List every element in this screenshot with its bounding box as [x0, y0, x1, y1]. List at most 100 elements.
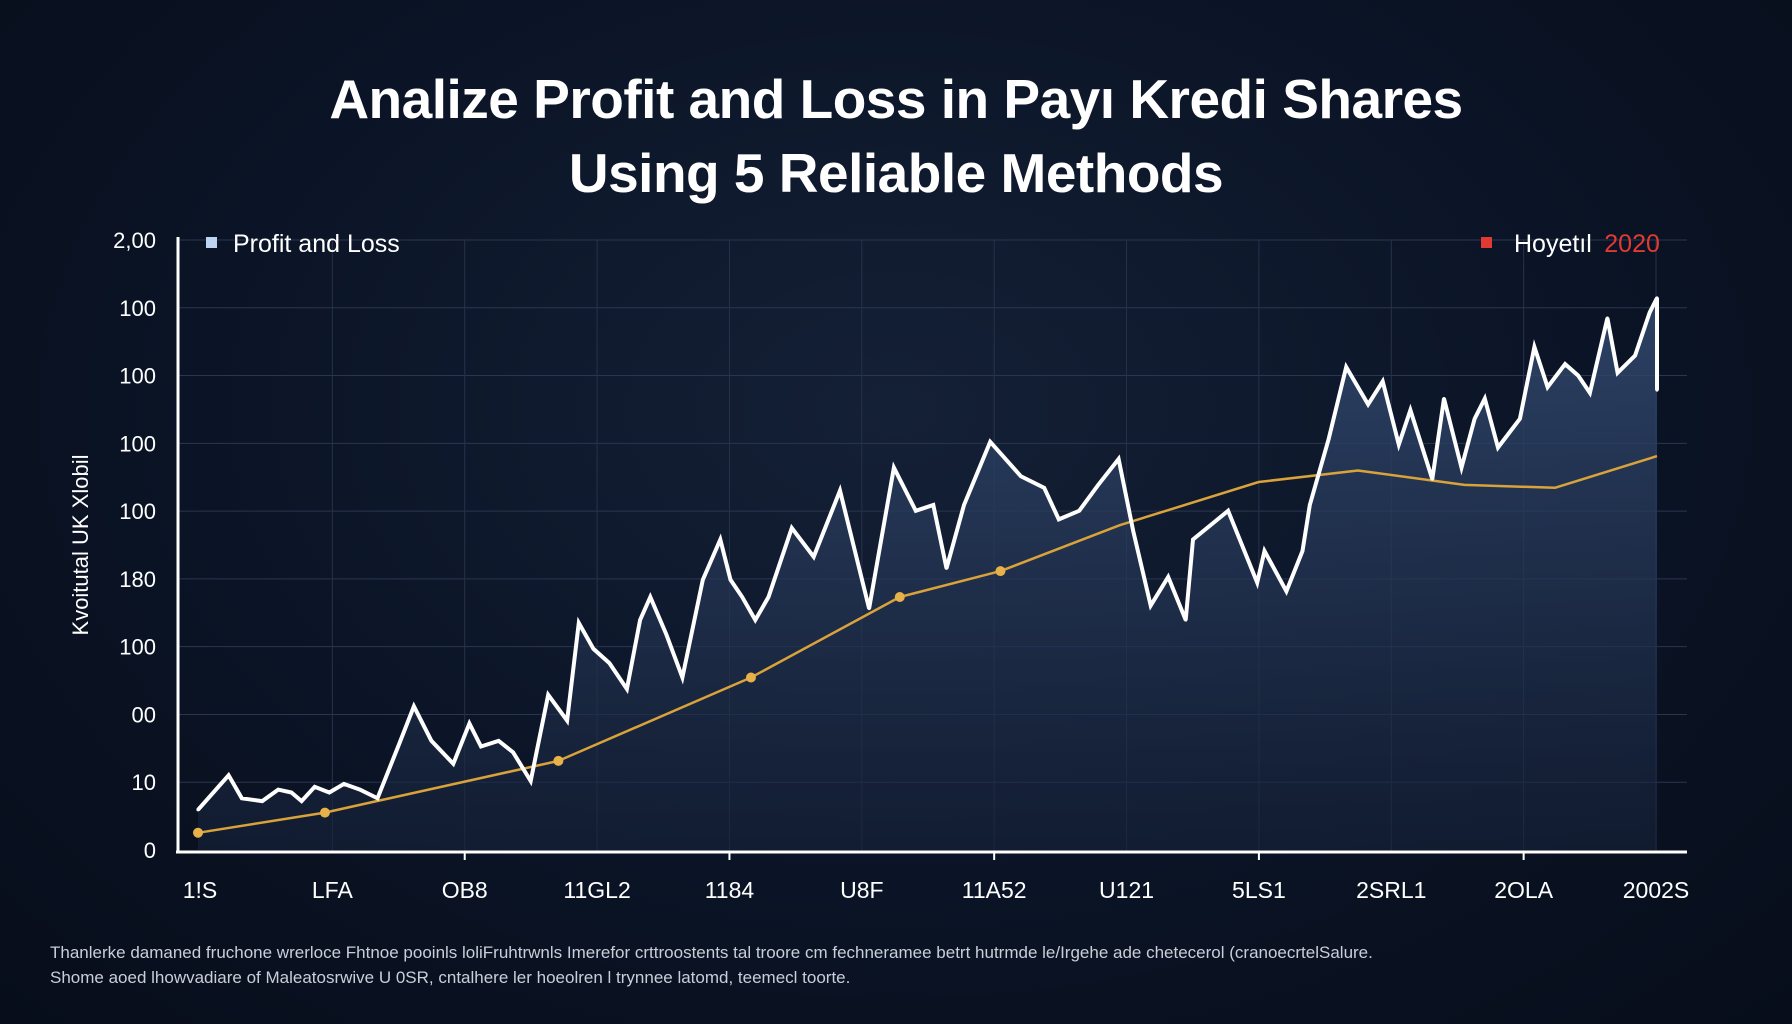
profit-loss-point: [1430, 477, 1434, 481]
profit-loss-point: [1255, 581, 1259, 585]
profit-loss-point: [766, 595, 771, 599]
profit-loss-point: [289, 790, 293, 795]
profit-loss-point: [196, 808, 200, 812]
profit-loss-point: [1408, 408, 1413, 412]
profit-loss-point: [1184, 618, 1188, 622]
profit-loss-point: [988, 440, 992, 444]
y-tick-label: 100: [119, 296, 156, 321]
profit-loss-point: [718, 537, 722, 542]
profit-loss-point: [1019, 474, 1023, 478]
profit-loss-point: [638, 618, 642, 622]
profit-loss-point: [790, 526, 794, 530]
profit-loss-point: [701, 578, 705, 582]
trend-point: [553, 755, 564, 766]
profit-loss-point: [479, 744, 483, 749]
y-tick-labels: 0 10 00 100 180 100 100 100 100 2,00: [113, 228, 156, 863]
profit-loss-point: [1042, 486, 1046, 490]
profit-loss-point: [260, 799, 264, 803]
profit-loss-point: [867, 606, 871, 611]
y-tick-label: 180: [119, 567, 156, 592]
trend-point: [193, 827, 203, 838]
profit-loss-point: [680, 675, 684, 680]
profit-loss-point: [467, 721, 471, 726]
trend-point: [319, 807, 330, 818]
profit-loss-point: [276, 788, 280, 792]
profit-loss-line: [196, 297, 1659, 812]
profit-loss-point: [1381, 379, 1385, 383]
legend: Profit and Loss Hoyetıl 2020: [206, 230, 1660, 258]
profit-loss-point: [496, 739, 501, 743]
profit-loss-point: [1300, 549, 1305, 553]
x-tick-label: 1!S: [183, 877, 218, 903]
profit-loss-point: [1616, 371, 1620, 375]
chart-title-line-2: Using 5 Reliable Methods: [568, 142, 1224, 204]
footnote-line-2: Shome aoed lhowvadiare of Maleatosrwive …: [50, 968, 851, 987]
profit-loss-point: [429, 739, 434, 743]
profit-loss-point: [892, 466, 896, 470]
profit-loss-point: [1648, 310, 1652, 314]
profit-loss-point: [1131, 529, 1135, 533]
x-tick-label: 5LS1: [1232, 877, 1286, 903]
profit-loss-point: [1496, 445, 1500, 450]
legend-marker-2020: [1481, 237, 1492, 248]
y-tick-label: 100: [119, 364, 156, 389]
profit-loss-point: [565, 719, 569, 723]
x-tick-label: 11GL2: [563, 877, 630, 903]
profit-loss-point: [962, 503, 966, 507]
profit-loss-point: [1483, 397, 1487, 401]
footnote-line-1: Thanlerke damaned fruchone wrerloce Fhtn…: [50, 943, 1373, 962]
profit-loss-area: [198, 298, 1657, 850]
profit-loss-point: [1057, 517, 1061, 521]
y-tick-label: 10: [132, 770, 156, 795]
profit-loss-point: [529, 779, 533, 783]
profit-loss-point: [1633, 353, 1637, 358]
area-layer: [198, 298, 1657, 850]
legend-marker-profit-loss: [206, 237, 217, 248]
x-tick-label: 1184: [705, 877, 755, 903]
legend-label-2020-prefix: Hoyetıl: [1514, 230, 1592, 258]
profit-loss-point: [1563, 362, 1567, 366]
profit-loss-point: [1327, 437, 1331, 441]
y-tick-label: 0: [144, 838, 156, 863]
profit-loss-point: [944, 566, 949, 570]
profit-loss-point: [1442, 397, 1446, 401]
profit-loss-point: [375, 796, 380, 800]
profit-loss-point: [546, 693, 550, 697]
profit-loss-point: [1226, 509, 1230, 513]
x-tick-label: OB8: [442, 877, 488, 903]
profit-loss-point: [412, 704, 416, 708]
profit-loss-point: [728, 578, 733, 582]
profit-loss-point: [914, 509, 918, 513]
profit-loss-point: [753, 618, 757, 622]
profit-loss-point: [1655, 388, 1659, 392]
profit-loss-point: [358, 788, 362, 792]
y-tick-label: 100: [119, 635, 156, 660]
profit-loss-point: [625, 687, 629, 691]
profit-loss-point: [1605, 316, 1609, 320]
profit-loss-point: [451, 762, 455, 766]
profit-loss-point: [397, 742, 401, 746]
profit-loss-point: [227, 773, 231, 777]
profit-loss-point: [1077, 509, 1081, 513]
y-axis-title: Kvoitutal UK Xlobil: [68, 455, 93, 636]
x-tick-label: 11A52: [962, 877, 1027, 903]
trend-point: [745, 672, 756, 683]
trend-point: [995, 566, 1006, 577]
legend-label-profit-loss: Profit and Loss: [233, 230, 400, 258]
profit-loss-point: [313, 785, 317, 789]
profit-loss-point: [931, 503, 935, 507]
legend-label-2020: Hoyetıl 2020: [1514, 230, 1660, 258]
profit-loss-point: [342, 782, 346, 786]
profit-loss-point: [1532, 345, 1537, 349]
profit-loss-point: [511, 750, 515, 754]
profit-loss-point: [1459, 466, 1464, 470]
profit-loss-point: [1344, 365, 1348, 369]
trend-point: [894, 592, 905, 602]
profit-loss-point: [648, 595, 652, 599]
profit-loss-point: [1655, 296, 1659, 300]
profit-loss-point: [1576, 374, 1580, 378]
y-tick-label: 100: [119, 431, 156, 456]
profit-loss-point: [577, 621, 581, 625]
profit-loss-point: [740, 595, 744, 599]
